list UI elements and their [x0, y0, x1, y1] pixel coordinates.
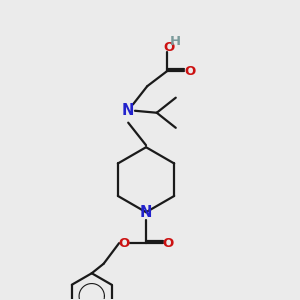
Text: H: H [170, 34, 181, 47]
Text: O: O [118, 237, 130, 250]
Text: N: N [122, 103, 134, 118]
Text: O: O [162, 237, 173, 250]
Text: N: N [140, 205, 152, 220]
Text: O: O [184, 64, 196, 78]
Text: O: O [163, 41, 174, 54]
